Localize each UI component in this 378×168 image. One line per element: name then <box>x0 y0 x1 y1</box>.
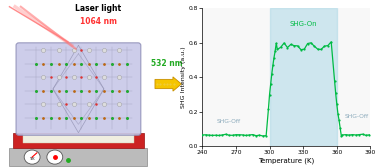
Polygon shape <box>13 133 144 148</box>
Text: T/K: T/K <box>29 157 35 161</box>
Circle shape <box>47 150 63 164</box>
Bar <box>270 8 337 146</box>
Text: SHG-Off: SHG-Off <box>217 119 241 124</box>
Text: SHG-Off: SHG-Off <box>345 114 369 119</box>
Text: 1064 nm: 1064 nm <box>80 17 117 26</box>
FancyArrow shape <box>155 77 181 91</box>
X-axis label: Temperature (K): Temperature (K) <box>258 157 314 164</box>
Polygon shape <box>23 134 134 143</box>
Text: SHG-On: SHG-On <box>289 21 317 27</box>
Text: 532 nm: 532 nm <box>152 59 183 68</box>
Circle shape <box>24 150 40 164</box>
FancyBboxPatch shape <box>16 43 141 135</box>
Text: Laser light: Laser light <box>75 4 121 13</box>
Polygon shape <box>9 148 147 166</box>
Y-axis label: SHG Intensity (a.u.): SHG Intensity (a.u.) <box>181 47 186 108</box>
